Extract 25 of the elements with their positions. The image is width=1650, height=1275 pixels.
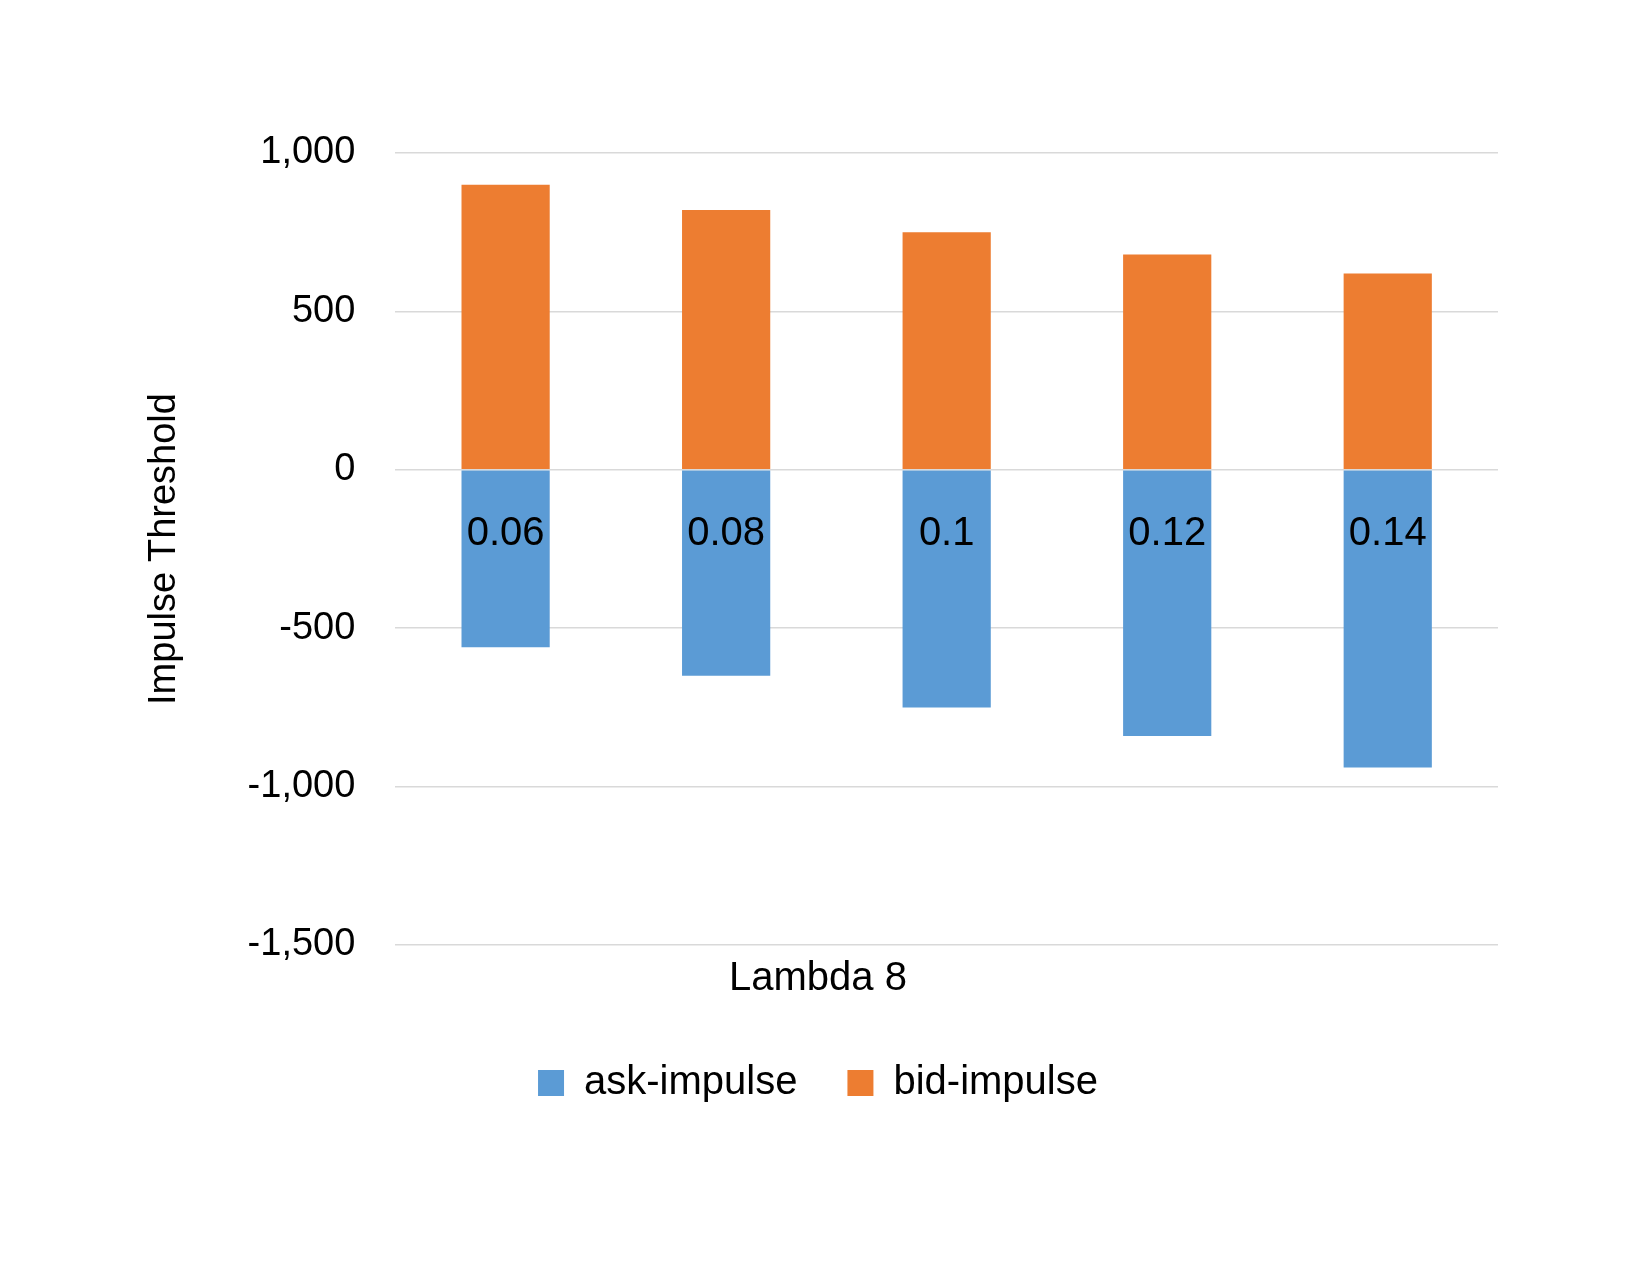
y-tick-label: -1,500 xyxy=(247,921,356,964)
bar xyxy=(461,184,550,470)
bar xyxy=(902,232,991,470)
x-tick-label: 0.06 xyxy=(466,508,545,553)
y-tick-label: 500 xyxy=(291,287,356,330)
bar xyxy=(1123,254,1212,470)
bar xyxy=(682,210,771,470)
bar xyxy=(902,470,991,708)
y-tick-label: 0 xyxy=(334,446,356,489)
bar xyxy=(461,470,550,648)
bar xyxy=(1343,470,1432,768)
y-tick-label: -500 xyxy=(279,604,356,647)
legend-label: bid-impulse xyxy=(893,1058,1098,1103)
legend-label: ask-impulse xyxy=(584,1058,798,1103)
bar xyxy=(682,470,771,676)
x-tick-label: 0.12 xyxy=(1128,508,1207,553)
x-tick-label: 0.14 xyxy=(1348,508,1427,553)
bar xyxy=(1343,273,1432,470)
x-tick-label: 0.08 xyxy=(687,508,766,553)
x-axis-title: Lambda 8 xyxy=(729,954,907,999)
bar xyxy=(1123,470,1212,736)
x-tick-label: 0.1 xyxy=(918,508,975,553)
y-axis-title: Impulse Threshold xyxy=(141,393,184,705)
y-tick-label: 1,000 xyxy=(260,129,356,172)
y-tick-label: -1,000 xyxy=(247,763,356,806)
